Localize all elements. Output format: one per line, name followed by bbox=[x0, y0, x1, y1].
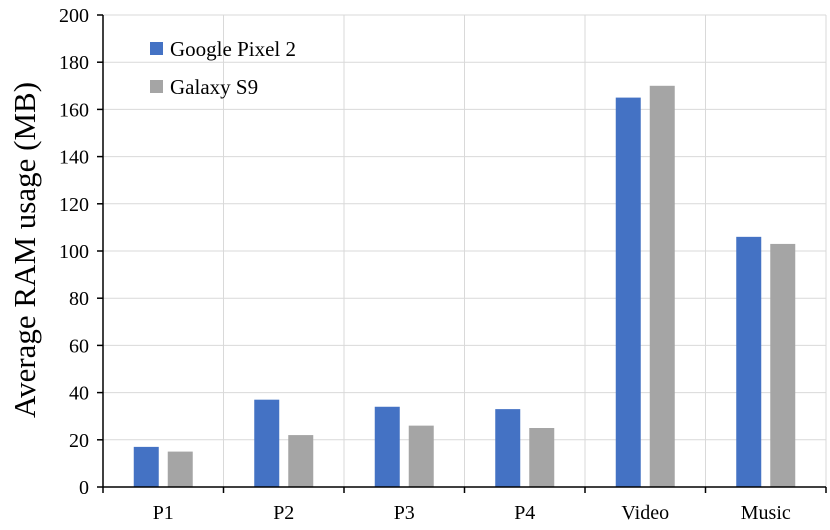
bar-galaxy-s9-music bbox=[770, 243, 796, 487]
y-tick-label: 200 bbox=[59, 5, 89, 27]
bars bbox=[133, 85, 796, 488]
x-tick-label: P3 bbox=[394, 502, 415, 524]
y-axis-label: Average RAM usage (MB) bbox=[7, 82, 42, 418]
grid bbox=[103, 14, 827, 487]
bar-galaxy-s9-p3 bbox=[408, 425, 434, 487]
x-tick-label: P2 bbox=[273, 502, 294, 524]
y-tick-label: 160 bbox=[59, 99, 89, 121]
legend-swatch bbox=[150, 42, 163, 55]
y-tick-label: 80 bbox=[69, 288, 89, 310]
bar-galaxy-s9-p2 bbox=[288, 435, 314, 487]
y-tick-labels: 0 20 40 60 80 100 120 140 160 180 200 bbox=[59, 5, 89, 499]
legend-label: Google Pixel 2 bbox=[170, 37, 296, 61]
y-tick-label: 20 bbox=[69, 430, 89, 452]
legend-label: Galaxy S9 bbox=[170, 75, 258, 99]
x-tick-label: Music bbox=[741, 502, 791, 524]
y-tick-label: 60 bbox=[69, 335, 89, 357]
bar-google-pixel-2-p2 bbox=[254, 399, 280, 487]
axes bbox=[97, 14, 827, 493]
y-tick-label: 140 bbox=[59, 147, 89, 169]
y-tick-label: 0 bbox=[79, 477, 89, 499]
y-tick-label: 120 bbox=[59, 194, 89, 216]
x-tick-label: Video bbox=[621, 502, 669, 524]
bar-galaxy-s9-p4 bbox=[529, 428, 555, 487]
x-tick-label: P1 bbox=[153, 502, 174, 524]
y-tick-label: 40 bbox=[69, 383, 89, 405]
bar-google-pixel-2-music bbox=[736, 236, 762, 487]
legend-swatch bbox=[150, 80, 163, 93]
bar-galaxy-s9-p1 bbox=[167, 451, 193, 487]
bar-google-pixel-2-p1 bbox=[133, 446, 159, 487]
y-tick-label: 180 bbox=[59, 52, 89, 74]
x-tick-label: P4 bbox=[514, 502, 535, 524]
bar-google-pixel-2-p4 bbox=[495, 409, 521, 487]
bar-google-pixel-2-p3 bbox=[374, 406, 400, 487]
bar-galaxy-s9-video bbox=[649, 85, 675, 488]
legend: Google Pixel 2 Galaxy S9 bbox=[150, 37, 296, 99]
x-tick-labels: P1 P2 P3 P4 Video Music bbox=[153, 502, 791, 524]
y-tick-label: 100 bbox=[59, 241, 89, 263]
bar-google-pixel-2-video bbox=[615, 97, 641, 487]
